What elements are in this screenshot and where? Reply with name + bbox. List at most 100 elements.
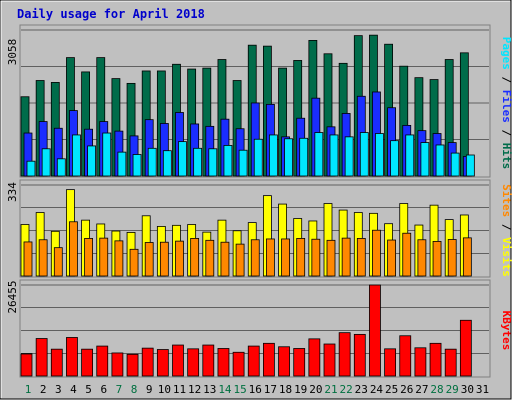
- x-tick-label-day-20: 20: [309, 383, 322, 396]
- bar-sites-day-17: [265, 238, 275, 277]
- hits-ymax-label: 3058: [6, 39, 19, 66]
- bar-kbytes-day-4: [66, 337, 78, 377]
- bar-pages-day-14: [223, 145, 233, 177]
- bar-sites-day-19: [296, 238, 306, 277]
- kbytes-ymax-label: 26455: [6, 280, 19, 313]
- bar-sites-day-28: [432, 240, 442, 277]
- bar-kbytes-day-10: [156, 349, 169, 377]
- bar-kbytes-day-18: [278, 346, 290, 377]
- x-tick-label-day-8: 8: [131, 383, 138, 396]
- bar-kbytes-day-28: [429, 342, 442, 377]
- bar-pages-day-17: [268, 134, 278, 177]
- bar-sites-day-22: [341, 237, 351, 277]
- legend-hits-files-pages: Pages / Files / Hits: [500, 37, 512, 170]
- bar-pages-day-5: [87, 145, 96, 177]
- bar-kbytes-day-1: [20, 353, 33, 377]
- bar-kbytes-day-12: [187, 348, 200, 377]
- bar-kbytes-day-19: [293, 348, 306, 377]
- x-tick-label-day-14: 14: [218, 383, 232, 396]
- bar-sites-day-14: [220, 241, 230, 277]
- bar-sites-day-13: [205, 239, 215, 277]
- bar-sites-day-3: [53, 247, 63, 277]
- bar-kbytes-day-20: [308, 338, 321, 377]
- x-tick-label-day-2: 2: [40, 383, 47, 396]
- bar-kbytes-day-23: [353, 333, 366, 377]
- bar-pages-day-28: [435, 144, 445, 177]
- bar-sites-day-25: [387, 239, 397, 277]
- x-tick-label-day-9: 9: [146, 383, 153, 396]
- x-tick-label-day-7: 7: [116, 383, 123, 396]
- x-tick-label-day-10: 10: [158, 383, 171, 396]
- bar-sites-day-23: [356, 238, 366, 277]
- chart-title: Daily usage for April 2018: [17, 7, 205, 21]
- x-tick-label-day-30: 30: [461, 383, 474, 396]
- x-tick-label-day-24: 24: [370, 383, 384, 396]
- bar-sites-day-11: [175, 240, 184, 277]
- bar-sites-day-4: [69, 221, 78, 277]
- bar-pages-day-1: [26, 160, 36, 177]
- bar-kbytes-day-27: [414, 347, 427, 377]
- x-tick-label-day-5: 5: [85, 383, 92, 396]
- bar-pages-day-2: [41, 148, 51, 177]
- bar-sites-day-9: [144, 242, 154, 277]
- x-axis-day-labels: 1 2 3 4 5 6 7 8 9 10 11 12 13 14 15 16 17 18 19 20 21 22 23 24 2…: [25, 383, 489, 396]
- legend-entry: /: [500, 123, 512, 137]
- bar-pages-day-11: [178, 141, 187, 177]
- bar-sites-day-29: [447, 239, 457, 277]
- bar-sites-day-30: [462, 237, 472, 277]
- bar-pages-day-12: [193, 147, 203, 177]
- legend-entry: Hits: [500, 136, 512, 169]
- bar-pages-day-27: [420, 142, 430, 177]
- bar-kbytes-day-8: [126, 353, 139, 377]
- bar-sites-day-12: [190, 238, 200, 277]
- x-tick-label-day-12: 12: [188, 383, 201, 396]
- bar-sites-day-2: [38, 239, 48, 277]
- bar-pages-day-13: [208, 148, 218, 177]
- x-tick-label-day-27: 27: [415, 383, 428, 396]
- bar-sites-day-5: [84, 238, 93, 277]
- bar-pages-day-6: [102, 132, 112, 177]
- bar-sites-day-10: [159, 241, 169, 277]
- x-tick-label-day-4: 4: [70, 383, 77, 396]
- bar-kbytes-day-21: [323, 343, 336, 377]
- bar-sites-day-15: [235, 243, 245, 277]
- bar-sites-day-27: [417, 239, 427, 277]
- x-tick-label-day-15: 15: [233, 383, 246, 396]
- x-tick-label-day-18: 18: [279, 383, 292, 396]
- bar-sites-day-8: [129, 248, 139, 277]
- x-tick-label-day-19: 19: [294, 383, 307, 396]
- bar-kbytes-day-9: [141, 347, 154, 377]
- bar-kbytes-day-25: [384, 348, 397, 377]
- x-tick-label-day-29: 29: [446, 383, 459, 396]
- bar-kbytes-day-15: [232, 351, 245, 377]
- bar-pages-day-29: [450, 152, 460, 177]
- bar-sites-day-16: [250, 239, 260, 277]
- bar-sites-day-20: [311, 238, 321, 277]
- x-tick-label-day-3: 3: [55, 383, 62, 396]
- legend-entry: Visits: [500, 231, 512, 277]
- bar-pages-day-15: [238, 149, 248, 177]
- x-tick-label-day-13: 13: [203, 383, 216, 396]
- legend-entry: KBytes: [500, 311, 512, 351]
- bar-sites-day-6: [99, 237, 109, 277]
- legend-entry: Files: [500, 83, 512, 123]
- visits-ymax-label: 334: [6, 182, 19, 202]
- x-tick-label-day-22: 22: [340, 383, 353, 396]
- bar-pages-day-3: [56, 158, 66, 177]
- bar-pages-day-19: [299, 137, 309, 177]
- bar-pages-day-10: [162, 150, 172, 177]
- bar-pages-day-30: [465, 154, 475, 177]
- bar-kbytes-day-2: [35, 338, 48, 377]
- x-tick-label-day-6: 6: [100, 383, 107, 396]
- bar-kbytes-day-22: [338, 332, 351, 377]
- bar-pages-day-9: [147, 147, 157, 177]
- bar-pages-day-20: [314, 132, 324, 177]
- bars: [20, 34, 475, 377]
- bar-kbytes-day-7: [111, 352, 124, 377]
- bar-kbytes-day-3: [50, 348, 63, 377]
- bar-kbytes-day-29: [444, 348, 457, 377]
- bar-sites-day-21: [326, 239, 336, 277]
- bar-pages-day-16: [253, 138, 263, 177]
- bar-pages-day-23: [359, 132, 369, 177]
